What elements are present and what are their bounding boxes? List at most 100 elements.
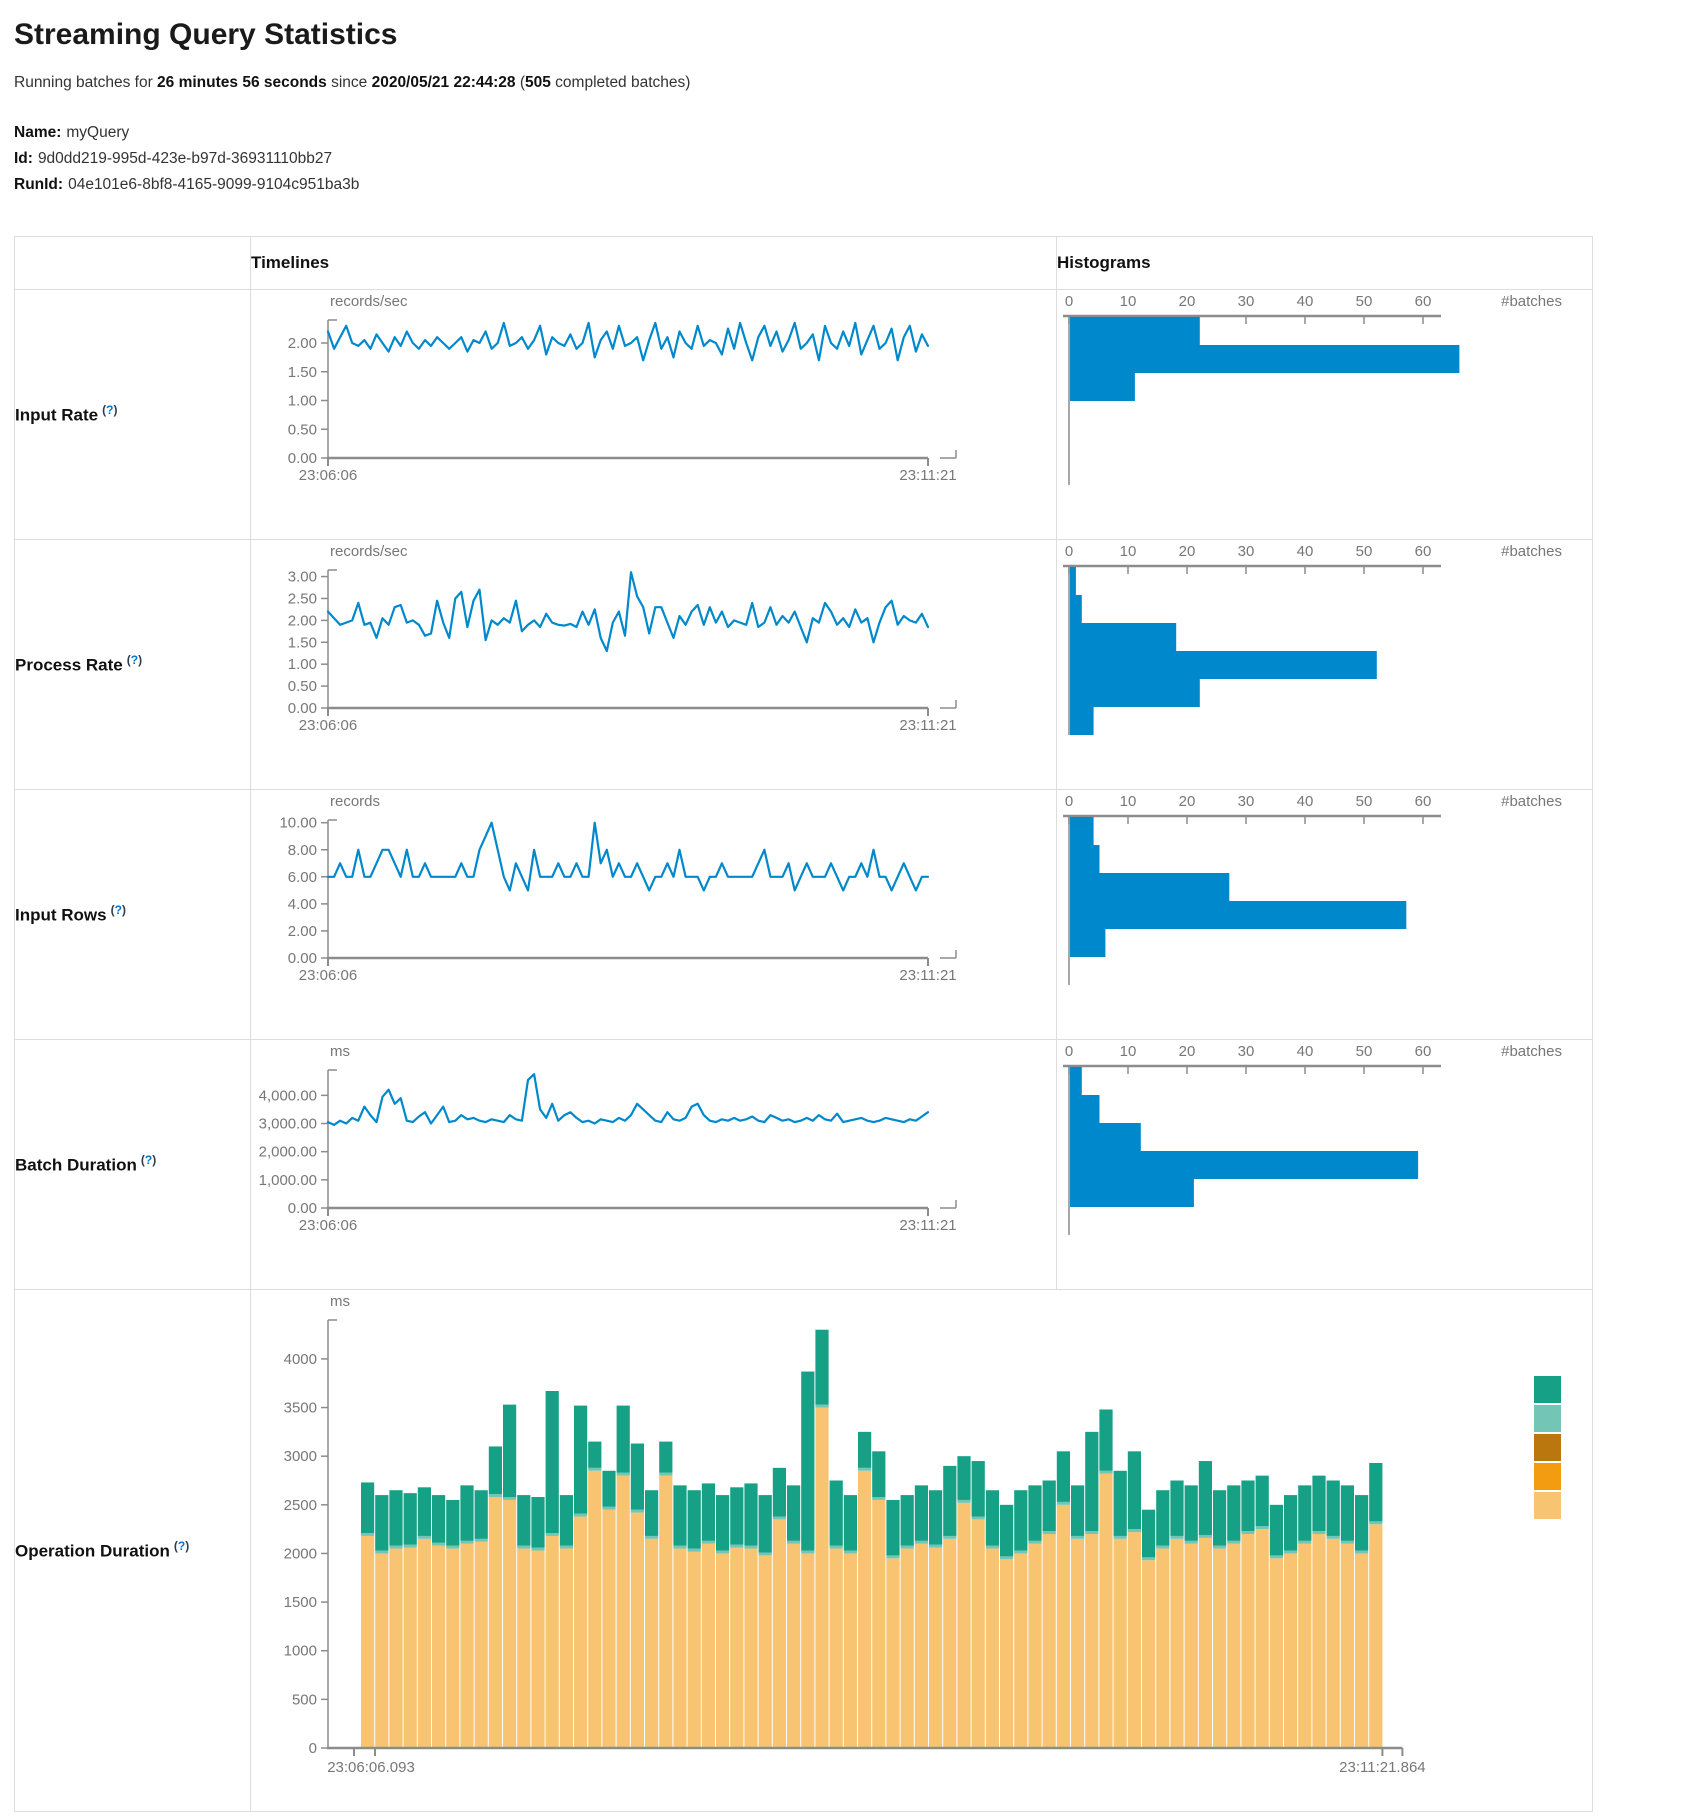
batch-duration-help-icon[interactable]: (?) <box>140 1153 157 1168</box>
running-mid: since <box>326 74 372 91</box>
svg-text:40: 40 <box>1297 793 1314 810</box>
operation-duration-help-icon[interactable]: (?) <box>173 1539 190 1554</box>
svg-text:2.00: 2.00 <box>288 335 317 352</box>
svg-text:records/sec: records/sec <box>330 293 408 310</box>
svg-text:0: 0 <box>309 1740 317 1757</box>
svg-text:2.00: 2.00 <box>288 612 317 629</box>
svg-text:1.00: 1.00 <box>288 393 317 410</box>
query-name-label: Name: <box>14 124 62 141</box>
svg-text:20: 20 <box>1179 543 1196 560</box>
query-name-value: myQuery <box>66 124 130 141</box>
svg-text:30: 30 <box>1238 793 1255 810</box>
input-rate-help-icon[interactable]: (?) <box>102 403 118 418</box>
svg-text:#batches: #batches <box>1501 1043 1562 1060</box>
svg-text:ms: ms <box>330 1293 350 1310</box>
svg-text:0.50: 0.50 <box>288 421 317 438</box>
svg-text:30: 30 <box>1238 543 1255 560</box>
svg-text:50: 50 <box>1356 1043 1373 1060</box>
svg-text:1,000.00: 1,000.00 <box>259 1172 317 1189</box>
query-name-row: Name: myQuery <box>14 120 1693 146</box>
svg-text:23:06:06.093: 23:06:06.093 <box>327 1759 415 1776</box>
operation-duration-label: Operation Duration <box>15 1541 170 1561</box>
timelines-column-header: Timelines <box>250 236 1057 290</box>
svg-text:2.00: 2.00 <box>288 923 317 940</box>
legend-swatch-0 <box>1534 1376 1561 1403</box>
svg-text:40: 40 <box>1297 1043 1314 1060</box>
legend-swatch-3 <box>1534 1463 1561 1490</box>
query-runid-row: RunId: 04e101e6-8bf8-4165-9099-9104c951ba… <box>14 172 1693 198</box>
svg-text:4,000.00: 4,000.00 <box>259 1087 317 1104</box>
batch-duration-histogram-cell: 0 10 20 30 40 50 60 #batches <box>1056 1039 1593 1290</box>
input-rows-label: Input Rows <box>15 905 107 925</box>
svg-text:40: 40 <box>1297 293 1314 310</box>
process-rate-label: Process Rate <box>15 655 123 675</box>
batch-duration-label: Batch Duration <box>15 1155 137 1175</box>
query-id-value: 9d0dd219-995d-423e-b97d-36931110bb27 <box>37 150 333 167</box>
operation-duration-label-cell: Operation Duration (?) <box>14 1289 251 1812</box>
input-rows-histogram-chart: 0 10 20 30 40 50 60 #batches <box>1063 793 1562 985</box>
svg-text:1000: 1000 <box>284 1643 317 1660</box>
input-rows-timeline-chart: records 0.00 2.00 4.00 6.00 8.00 10.00 23:06:06… <box>279 793 957 984</box>
svg-text:0: 0 <box>1065 1043 1073 1060</box>
input-rate-timeline-cell: records/sec 0.00 0.50 1.00 1.50 2.00 23:06:06 2… <box>250 289 1057 540</box>
batch-duration-timeline-cell: ms 0.00 1,000.00 2,000.00 3,000.00 4,000.00 23… <box>250 1039 1057 1290</box>
running-summary: Running batches for 26 minutes 56 second… <box>14 74 1693 92</box>
input-rows-row: Input Rows (?) records 0.00 2.00 4.00 6.00 8.0… <box>14 789 1593 1040</box>
svg-text:23:06:06: 23:06:06 <box>299 1217 357 1234</box>
query-runid-value: 04e101e6-8bf8-4165-9099-9104c951ba3b <box>68 176 360 193</box>
svg-text:ms: ms <box>330 1043 350 1060</box>
input-rate-row: Input Rate (?) records/sec 0.00 0.50 1.00 1.5… <box>14 289 1593 540</box>
svg-text:#batches: #batches <box>1501 543 1562 560</box>
input-rate-label: Input Rate <box>15 405 99 425</box>
legend-swatch-1 <box>1534 1405 1561 1432</box>
svg-text:50: 50 <box>1356 543 1373 560</box>
svg-text:0.00: 0.00 <box>288 1200 317 1217</box>
svg-text:50: 50 <box>1356 293 1373 310</box>
operation-duration-chart-cell: ms 0 500 1000 1500 2000 2500 3000 3500 4000 23:06:… <box>250 1289 1593 1812</box>
svg-text:1.50: 1.50 <box>288 634 317 651</box>
svg-text:23:11:21: 23:11:21 <box>899 967 956 984</box>
svg-text:records/sec: records/sec <box>330 543 408 560</box>
input-rows-help-icon[interactable]: (?) <box>110 903 126 918</box>
process-rate-timeline-cell: records/sec 0.00 0.50 1.00 1.50 2.00 2.50 3.00 2… <box>250 539 1057 790</box>
batch-duration-timeline-chart: ms 0.00 1,000.00 2,000.00 3,000.00 4,000.00 23… <box>259 1043 957 1234</box>
query-id-label: Id: <box>14 150 33 167</box>
process-rate-label-cell: Process Rate (?) <box>14 539 251 790</box>
metric-column-header <box>14 236 251 290</box>
input-rate-timeline-chart: records/sec 0.00 0.50 1.00 1.50 2.00 23:06:06 2… <box>288 293 957 484</box>
query-id-row: Id: 9d0dd219-995d-423e-b97d-36931110bb27 <box>14 146 1693 172</box>
process-rate-help-icon[interactable]: (?) <box>126 653 143 668</box>
input-rows-histogram-cell: 0 10 20 30 40 50 60 #batches <box>1056 789 1593 1040</box>
svg-text:23:06:06: 23:06:06 <box>299 967 357 984</box>
svg-text:23:11:21: 23:11:21 <box>899 717 956 734</box>
operation-duration-stacked-chart: ms 0 500 1000 1500 2000 2500 3000 3500 4000 23:06:… <box>284 1293 1426 1776</box>
svg-text:60: 60 <box>1415 793 1432 810</box>
svg-text:10.00: 10.00 <box>279 815 317 832</box>
batch-duration-histogram-chart: 0 10 20 30 40 50 60 #batches <box>1063 1043 1562 1235</box>
svg-text:1.50: 1.50 <box>288 364 317 381</box>
svg-text:40: 40 <box>1297 543 1314 560</box>
svg-text:10: 10 <box>1120 543 1137 560</box>
svg-text:0: 0 <box>1065 293 1073 310</box>
histograms-column-header: Histograms <box>1056 236 1593 290</box>
svg-text:3.00: 3.00 <box>288 569 317 586</box>
svg-text:2500: 2500 <box>284 1497 317 1514</box>
svg-text:500: 500 <box>292 1691 317 1708</box>
svg-text:10: 10 <box>1120 293 1137 310</box>
query-meta: Name: myQuery Id: 9d0dd219-995d-423e-b97d-… <box>14 120 1693 198</box>
svg-text:60: 60 <box>1415 1043 1432 1060</box>
svg-text:3000: 3000 <box>284 1448 317 1465</box>
svg-text:10: 10 <box>1120 793 1137 810</box>
svg-text:0.00: 0.00 <box>288 700 317 717</box>
svg-text:2.50: 2.50 <box>288 590 317 607</box>
running-prefix: Running batches for <box>14 74 158 91</box>
operation-duration-legend <box>1534 1376 1561 1521</box>
svg-text:8.00: 8.00 <box>288 842 317 859</box>
input-rows-timeline-cell: records 0.00 2.00 4.00 6.00 8.00 10.00 23:06:06… <box>250 789 1057 1040</box>
batch-duration-row: Batch Duration (?) ms 0.00 1,000.00 2,000.00… <box>14 1039 1593 1290</box>
svg-text:20: 20 <box>1179 1043 1196 1060</box>
svg-text:30: 30 <box>1238 293 1255 310</box>
svg-text:0.00: 0.00 <box>288 950 317 967</box>
svg-text:60: 60 <box>1415 293 1432 310</box>
